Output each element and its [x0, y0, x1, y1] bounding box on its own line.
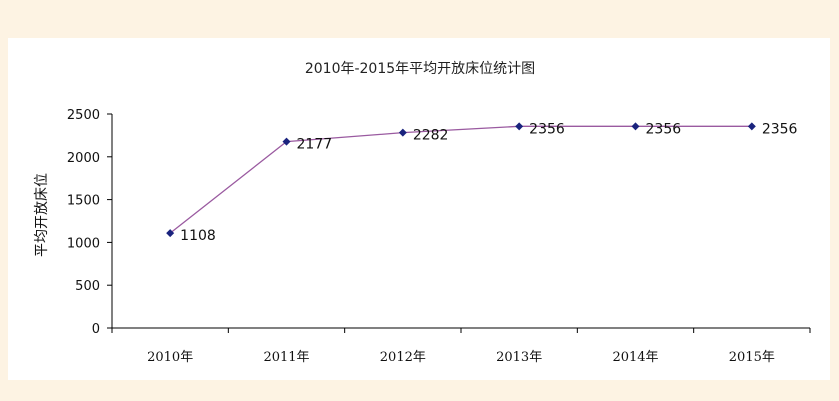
x-tick-label: 2012年	[380, 350, 426, 365]
data-label: 2177	[297, 137, 333, 153]
y-ticks: 0 500 1000 1500 2000 2500	[67, 108, 112, 337]
data-point-marker	[515, 122, 524, 131]
series-line	[169, 125, 752, 234]
chart-panel	[8, 38, 830, 380]
axes	[111, 114, 810, 329]
x-ticks: 2010年 2011年 2012年 2013年 2014年 2015年	[111, 328, 811, 365]
data-point-marker	[166, 229, 175, 238]
y-tick-label: 2000	[67, 151, 100, 166]
chart-title: 2010年-2015年平均开放床位统计图	[305, 61, 535, 77]
x-tick-label: 2014年	[612, 350, 658, 365]
y-tick-label: 1000	[67, 236, 100, 251]
data-point-marker	[282, 137, 291, 146]
data-label: 2282	[413, 128, 449, 144]
y-tick-label: 500	[75, 279, 100, 294]
x-tick-label: 2013年	[496, 350, 542, 365]
data-label: 2356	[762, 121, 798, 137]
y-tick-label: 1500	[67, 194, 100, 209]
data-label: 1108	[180, 228, 216, 244]
y-axis-label: 平均开放床位	[34, 173, 50, 257]
data-point-marker	[631, 122, 640, 131]
data-point-marker	[398, 128, 407, 137]
x-tick-label: 2010年	[147, 350, 193, 365]
series-group	[166, 122, 756, 238]
data-point-marker	[747, 122, 756, 131]
data-label: 2356	[529, 121, 565, 137]
y-tick-label: 2500	[67, 108, 100, 123]
x-tick-label: 2015年	[729, 350, 775, 365]
data-label: 2356	[646, 121, 682, 137]
x-tick-label: 2011年	[263, 350, 309, 365]
data-labels: 1108 2177 2282 2356 2356 2356	[180, 121, 797, 244]
y-tick-label: 0	[92, 322, 100, 337]
